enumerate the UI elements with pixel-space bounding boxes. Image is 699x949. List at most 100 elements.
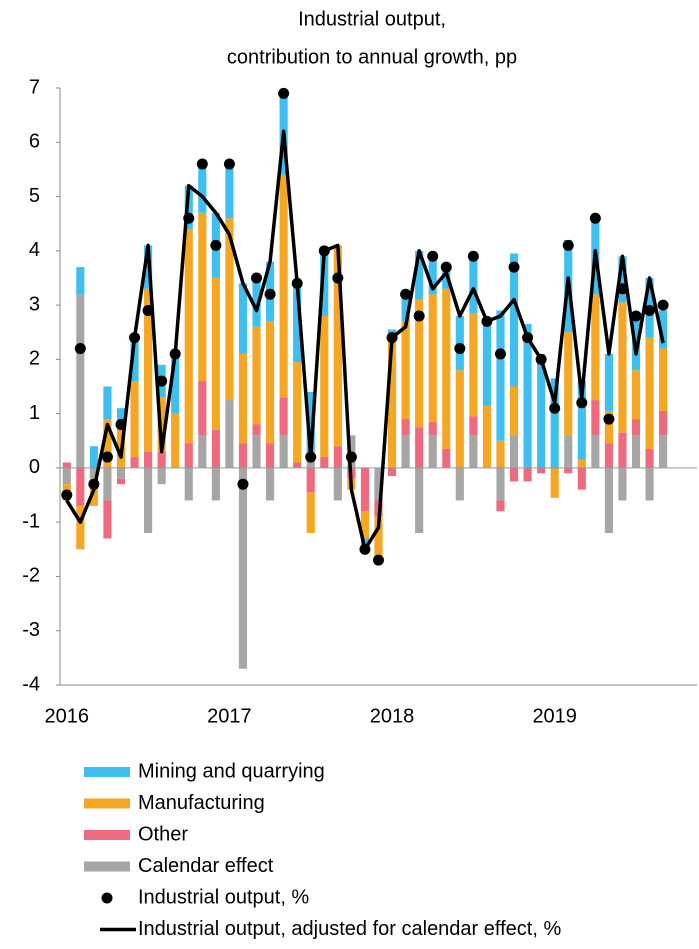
dot bbox=[264, 288, 276, 300]
bar-segment bbox=[415, 467, 424, 534]
bar-segment bbox=[482, 405, 491, 468]
bar-segment bbox=[455, 467, 464, 501]
bar-segment bbox=[360, 467, 370, 512]
bar-segment bbox=[550, 467, 559, 498]
bar-segment bbox=[171, 353, 180, 414]
bar-segment bbox=[266, 467, 275, 501]
bar-segment bbox=[496, 500, 505, 512]
bar-segment bbox=[252, 326, 261, 425]
bar-segment bbox=[604, 467, 613, 534]
bar-segment bbox=[374, 467, 383, 501]
y-tick-label: 7 bbox=[29, 76, 40, 98]
bar-segment bbox=[130, 381, 139, 458]
bar-segment bbox=[496, 310, 505, 441]
bar-segment bbox=[252, 277, 261, 327]
y-tick-label: 4 bbox=[29, 239, 40, 261]
bar-segment bbox=[591, 294, 600, 401]
bar-segment bbox=[360, 511, 370, 539]
bar-segment bbox=[645, 448, 654, 468]
bar-segment bbox=[509, 386, 519, 436]
bar-segment bbox=[496, 440, 505, 468]
bar-segment bbox=[225, 163, 234, 219]
bar-segment bbox=[198, 163, 207, 213]
bar-segment bbox=[645, 337, 654, 449]
bar-segment bbox=[469, 313, 478, 417]
bar-segment bbox=[591, 400, 600, 436]
dot bbox=[210, 239, 222, 251]
bar-segment bbox=[103, 419, 112, 468]
dot bbox=[427, 250, 439, 262]
bar-segment bbox=[306, 391, 315, 458]
dot bbox=[373, 554, 384, 566]
y-tick-label: 2 bbox=[29, 348, 40, 370]
bar-segment bbox=[306, 467, 315, 493]
dot bbox=[400, 288, 412, 300]
dot bbox=[142, 305, 154, 317]
bar-segment bbox=[238, 353, 248, 444]
bar-segment bbox=[333, 245, 342, 447]
bar-segment bbox=[659, 348, 668, 411]
bar-segment bbox=[157, 467, 166, 485]
bar-segment bbox=[293, 362, 302, 463]
bar-segment bbox=[225, 218, 234, 401]
bar-segment bbox=[631, 370, 641, 420]
bar-segment bbox=[659, 310, 668, 349]
chart-subtitle: contribution to annual growth, pp bbox=[227, 46, 517, 68]
bar-segment bbox=[320, 250, 329, 316]
dot bbox=[251, 272, 263, 284]
bar-segment bbox=[577, 381, 586, 460]
dot bbox=[454, 343, 466, 355]
bar-segment bbox=[401, 294, 410, 322]
dot bbox=[440, 261, 452, 273]
bar-segment bbox=[550, 378, 559, 468]
legend-swatch bbox=[101, 892, 113, 904]
bar-segment bbox=[577, 459, 586, 468]
bar-segment bbox=[564, 435, 573, 468]
bar-segment bbox=[387, 337, 397, 468]
bar-segment bbox=[618, 256, 627, 303]
bar-segment bbox=[211, 277, 220, 430]
dot bbox=[88, 478, 100, 490]
bar-segment bbox=[469, 256, 478, 314]
bar-segment bbox=[320, 315, 329, 458]
legend-label: Industrial output, adjusted for calendar… bbox=[138, 918, 561, 940]
legend-label: Mining and quarrying bbox=[138, 760, 325, 782]
bar-segment bbox=[211, 467, 220, 501]
bar-segment bbox=[618, 467, 627, 501]
dot bbox=[305, 451, 317, 463]
dot bbox=[494, 348, 506, 360]
x-tick-label: 2019 bbox=[532, 705, 577, 727]
dot bbox=[345, 451, 357, 463]
dot bbox=[156, 375, 168, 387]
legend-label: Industrial output, % bbox=[138, 886, 309, 908]
dot bbox=[467, 250, 479, 262]
y-tick-label: 1 bbox=[29, 402, 40, 424]
bar-segment bbox=[89, 467, 98, 479]
bar-segment bbox=[184, 229, 193, 444]
dot bbox=[616, 283, 628, 295]
bar-segment bbox=[482, 321, 491, 406]
y-tick-label: -4 bbox=[22, 673, 40, 695]
bar-segment bbox=[279, 174, 288, 398]
bar-segment bbox=[442, 288, 451, 449]
dot bbox=[603, 413, 615, 425]
bar-segment bbox=[401, 435, 410, 468]
bar-segment bbox=[387, 467, 397, 477]
bar-segment bbox=[225, 400, 234, 468]
x-tick-label: 2017 bbox=[207, 705, 252, 727]
bar-segment bbox=[523, 324, 532, 468]
bar-segment bbox=[428, 435, 437, 468]
dot bbox=[644, 305, 656, 317]
bar-segment bbox=[157, 397, 166, 452]
bar-segment bbox=[645, 467, 654, 501]
bar-segment bbox=[238, 283, 248, 354]
bar-segment bbox=[415, 250, 424, 300]
dot bbox=[413, 310, 425, 322]
bar-segment bbox=[252, 424, 261, 436]
bar-segment bbox=[428, 256, 437, 295]
y-tick-label: 5 bbox=[29, 185, 40, 207]
bar-segment bbox=[631, 419, 641, 436]
bar-segment bbox=[631, 435, 641, 468]
bar-segment bbox=[564, 467, 573, 474]
